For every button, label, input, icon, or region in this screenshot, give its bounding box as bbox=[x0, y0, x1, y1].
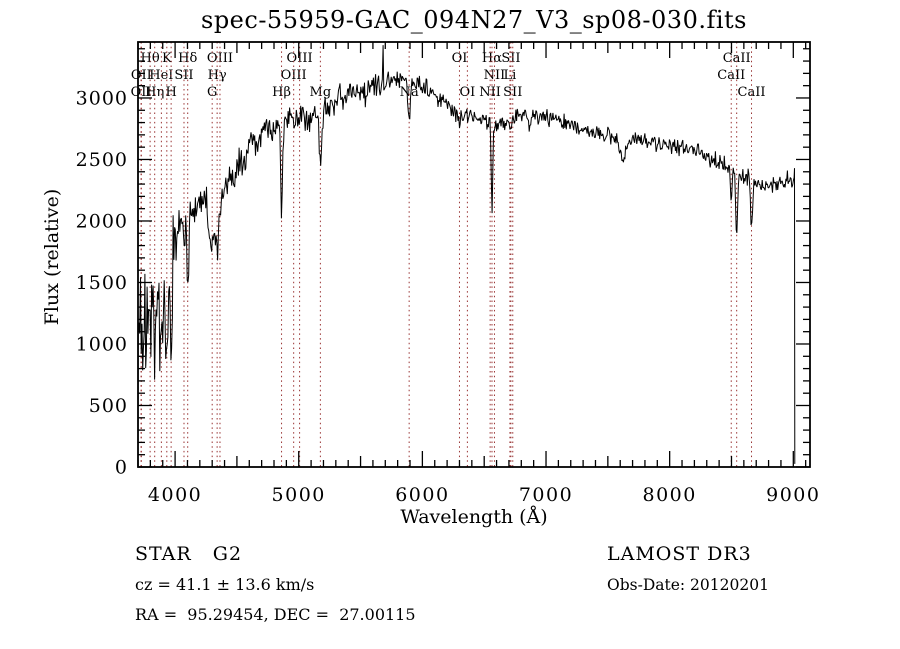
y-tick-label: 2500 bbox=[76, 149, 128, 171]
survey-release-label: LAMOST DR3 bbox=[607, 543, 752, 565]
line-label-Na: Na bbox=[400, 85, 419, 100]
x-tick-label: 4000 bbox=[148, 484, 202, 506]
line-label-CaII: CaII bbox=[723, 51, 751, 66]
line-label-OIII: OIII bbox=[287, 51, 313, 66]
axes-and-ticks: 4000 5000 6000 7000 8000 9000 0 500 1000 1500 2000… bbox=[76, 41, 820, 506]
x-tick-label: 7000 bbox=[519, 484, 573, 506]
x-tick-label: 9000 bbox=[766, 484, 820, 506]
line-label-G: G bbox=[207, 85, 217, 100]
y-tick-label: 1500 bbox=[76, 272, 128, 294]
x-tick-label: 5000 bbox=[272, 484, 326, 506]
line-label-OII: OII bbox=[131, 85, 152, 100]
line-label-OI: OI bbox=[459, 85, 475, 100]
line-label-Hθ: Hθ bbox=[141, 51, 160, 66]
line-label-CaII: CaII bbox=[738, 85, 766, 100]
x-axis-label: Wavelength (Å) bbox=[400, 506, 548, 528]
line-label-Mg: Mg bbox=[310, 85, 332, 100]
y-tick-label: 500 bbox=[89, 395, 128, 417]
line-label-SII: SII bbox=[501, 51, 520, 66]
line-label-Hδ: Hδ bbox=[178, 51, 197, 66]
line-label-OIII: OIII bbox=[207, 51, 233, 66]
line-label-SII: SII bbox=[503, 85, 522, 100]
line-label-K: K bbox=[162, 51, 172, 66]
y-tick-label: 1000 bbox=[76, 333, 128, 355]
obs-date-label: Obs-Date: 20120201 bbox=[607, 576, 769, 594]
radial-velocity-label: cz = 41.1 ± 13.6 km/s bbox=[135, 575, 315, 594]
y-tick-label: 0 bbox=[115, 457, 128, 479]
plot-frame bbox=[137, 41, 811, 468]
object-class-label: STAR G2 bbox=[135, 543, 243, 565]
line-label-NII: NII bbox=[479, 85, 501, 100]
spectrum-curve bbox=[137, 45, 796, 466]
x-tick-label: 8000 bbox=[642, 484, 696, 506]
y-axis-label: Flux (relative) bbox=[41, 188, 63, 326]
line-label-Hβ: Hβ bbox=[272, 85, 291, 100]
y-tick-label: 3000 bbox=[76, 87, 128, 109]
spectral-line-markers bbox=[140, 42, 753, 467]
ra-dec-label: RA = 95.29454, DEC = 27.00115 bbox=[135, 605, 416, 624]
line-label-OI: OI bbox=[452, 51, 468, 66]
page-title: spec-55959-GAC_094N27_V3_sp08-030.fits bbox=[201, 6, 747, 34]
line-label-H: H bbox=[165, 85, 176, 100]
y-tick-label: 2000 bbox=[76, 210, 128, 232]
line-label-Hη: Hη bbox=[145, 85, 164, 100]
line-label-Hα: Hα bbox=[482, 51, 502, 66]
x-tick-label: 6000 bbox=[395, 484, 449, 506]
